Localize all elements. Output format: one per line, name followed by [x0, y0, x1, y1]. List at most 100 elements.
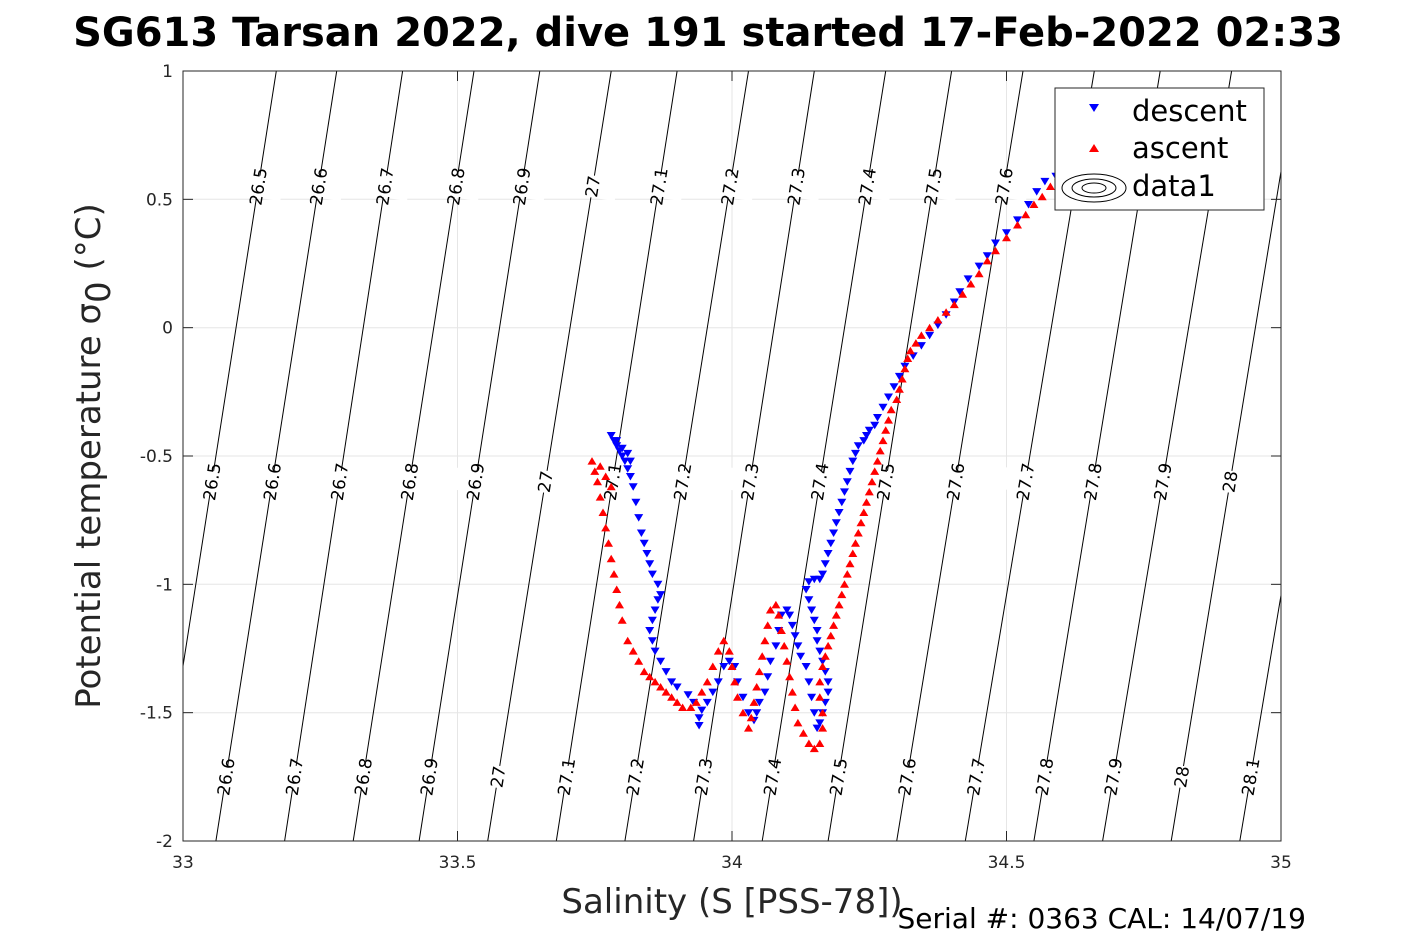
descent-point — [744, 709, 753, 717]
descent-point — [801, 586, 811, 594]
isopycnal-label-background — [314, 467, 365, 497]
ascent-point — [645, 672, 655, 681]
descent-point — [617, 444, 627, 453]
y-axis-label: Potential temperature σ0 (°C) — [69, 203, 119, 709]
legend: descent ascent data1 — [1054, 87, 1265, 211]
ascent-point — [787, 688, 797, 696]
ascent-point — [818, 708, 828, 717]
descent-point — [804, 678, 814, 686]
descent-point — [612, 437, 622, 445]
isopycnal-label-background — [633, 171, 685, 202]
descent-point — [796, 652, 806, 661]
legend-descent-label: descent — [1132, 94, 1247, 128]
ascent-point — [867, 477, 877, 486]
descent-point — [713, 678, 723, 686]
descent-point — [1040, 177, 1050, 186]
ascent-point — [730, 677, 740, 686]
descent-point — [785, 611, 795, 620]
descent-point — [974, 262, 984, 271]
isopycnal-label-background — [587, 467, 639, 497]
ascent-point — [691, 698, 701, 706]
legend-ascent-marker — [1089, 144, 1099, 152]
ascent-point — [991, 246, 1000, 255]
descent-point — [916, 342, 926, 350]
ascent-point — [719, 636, 729, 645]
descent-point — [672, 683, 682, 691]
descent-point — [625, 473, 635, 481]
ascent-point — [601, 523, 611, 532]
ascent-point — [776, 626, 786, 634]
isopycnal-27.3 — [693, 70, 815, 842]
descent-point — [639, 539, 649, 548]
ascent-point — [837, 590, 847, 599]
isopycnal-label-background — [907, 171, 959, 202]
ascent-point — [609, 570, 619, 578]
isopycnal-label: 27 — [487, 765, 510, 790]
descent-point — [656, 657, 666, 666]
ascent-point — [903, 354, 913, 362]
ascent-point — [604, 539, 613, 547]
isopycnal-label-background — [337, 762, 389, 792]
ascent-point — [678, 703, 688, 711]
descent-point — [851, 449, 860, 458]
descent-point — [694, 722, 704, 730]
descent-point — [647, 616, 657, 625]
ascent-point — [595, 493, 605, 501]
isopycnal-label-background — [359, 171, 411, 202]
isopycnal-label-background — [841, 171, 893, 202]
isopycnal-label-background — [930, 466, 982, 497]
ascent-point — [941, 308, 951, 316]
ascent-point — [974, 269, 984, 278]
descent-point — [702, 698, 712, 707]
descent-series — [606, 172, 1061, 733]
ascent-point — [949, 300, 959, 309]
isopycnal-label-background — [609, 762, 661, 792]
x-tick-label: 34 — [721, 853, 743, 873]
descent-point — [724, 657, 734, 666]
isopycnal-label-background — [978, 171, 1030, 202]
descent-point — [606, 432, 616, 440]
ascent-point — [779, 641, 789, 650]
ascent-point — [771, 600, 781, 609]
descent-point — [683, 691, 693, 699]
ascent-point — [798, 729, 808, 737]
y-tick-label: 0.5 — [146, 190, 173, 210]
descent-point — [818, 570, 828, 579]
isopycnal-label-background — [724, 467, 776, 497]
ascent-point — [884, 416, 893, 424]
descent-point — [837, 498, 847, 507]
isopycnal-26.9 — [418, 70, 541, 842]
isopycnal-label-background — [1019, 762, 1070, 792]
ascent-point — [746, 713, 756, 722]
ascent-point — [875, 446, 885, 455]
descent-point — [1002, 229, 1011, 237]
ascent-point — [708, 662, 718, 670]
ascent-point — [790, 703, 800, 711]
isopycnal-label-background — [794, 467, 846, 497]
x-tick-label: 33 — [172, 853, 194, 873]
ascent-point — [765, 606, 775, 614]
descent-point — [790, 632, 800, 640]
descent-point — [801, 663, 811, 671]
isopycnal-label: 28 — [1171, 765, 1194, 790]
ascent-point — [763, 621, 773, 629]
ascent-point — [757, 652, 767, 660]
descent-point — [853, 442, 863, 450]
descent-point — [645, 560, 655, 568]
y-axis-label-sigma: σ — [69, 303, 109, 325]
ascent-point — [754, 667, 764, 676]
ascent-point — [851, 539, 860, 547]
isopycnal-label-background — [747, 762, 798, 792]
descent-point — [823, 550, 833, 558]
ascent-point — [650, 677, 660, 686]
ascent-point — [749, 698, 759, 706]
ascent-point — [897, 375, 907, 383]
descent-point — [628, 483, 638, 491]
ascent-point — [982, 256, 992, 265]
isopycnal-label-background — [472, 762, 524, 792]
descent-point — [809, 616, 819, 625]
ascent-series — [587, 172, 1064, 753]
descent-point — [862, 432, 871, 440]
ascent-point — [724, 647, 734, 655]
ascent-point — [686, 703, 696, 711]
